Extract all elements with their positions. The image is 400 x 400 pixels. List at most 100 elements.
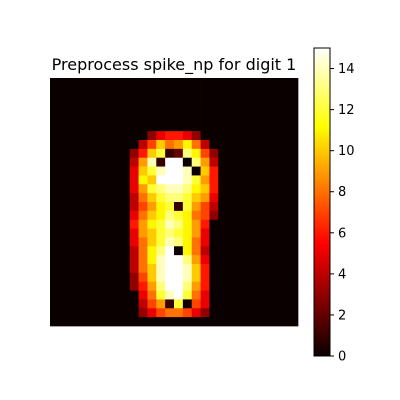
heatmap-cell	[130, 220, 139, 229]
heatmap-cell	[201, 184, 210, 193]
heatmap-cell	[139, 229, 148, 238]
heatmap-cell	[112, 229, 121, 238]
heatmap-cell	[192, 317, 201, 326]
heatmap-cell	[77, 87, 86, 96]
heatmap-cell	[77, 255, 86, 264]
heatmap-cell	[263, 299, 272, 308]
heatmap-cell	[165, 211, 174, 220]
heatmap-cell	[85, 193, 94, 202]
heatmap-cell	[263, 122, 272, 131]
heatmap-cell	[68, 211, 77, 220]
heatmap-cell	[183, 220, 192, 229]
heatmap-cell	[112, 237, 121, 246]
heatmap-cell	[147, 175, 156, 184]
heatmap-cell	[85, 167, 94, 176]
heatmap-cell	[263, 113, 272, 122]
heatmap-cell	[59, 220, 68, 229]
heatmap-cell	[121, 96, 130, 105]
heatmap-cell	[280, 131, 289, 140]
colorbar-tick-label: 14	[338, 62, 355, 77]
heatmap-cell	[263, 308, 272, 317]
heatmap-cell	[289, 167, 298, 176]
heatmap-cell	[289, 149, 298, 158]
heatmap-cell	[121, 237, 130, 246]
heatmap-cell	[245, 229, 254, 238]
heatmap-cell	[201, 237, 210, 246]
heatmap-cell	[201, 113, 210, 122]
heatmap-cell	[263, 264, 272, 273]
heatmap-cell	[156, 87, 165, 96]
heatmap-cell	[271, 96, 280, 105]
heatmap-cell	[130, 122, 139, 131]
heatmap-cell	[121, 78, 130, 87]
heatmap-cell	[139, 308, 148, 317]
heatmap-cell	[280, 140, 289, 149]
heatmap-cell	[103, 317, 112, 326]
heatmap-cell	[245, 149, 254, 158]
heatmap-cell	[254, 131, 263, 140]
heatmap-cell	[227, 211, 236, 220]
heatmap-cell	[227, 149, 236, 158]
heatmap-cell	[271, 229, 280, 238]
heatmap-cell	[103, 87, 112, 96]
heatmap-cell	[156, 175, 165, 184]
heatmap-cell	[280, 96, 289, 105]
heatmap-cell	[209, 273, 218, 282]
heatmap-cell	[192, 246, 201, 255]
heatmap-cell	[165, 122, 174, 131]
heatmap-cell	[209, 184, 218, 193]
heatmap-cell	[280, 158, 289, 167]
heatmap-cell	[271, 158, 280, 167]
heatmap-cell	[183, 237, 192, 246]
heatmap-cell	[254, 122, 263, 131]
heatmap-cell	[218, 105, 227, 114]
heatmap-cell	[192, 273, 201, 282]
heatmap-cell	[218, 78, 227, 87]
heatmap-cell	[192, 167, 201, 176]
heatmap-cell	[245, 158, 254, 167]
heatmap-cell	[289, 184, 298, 193]
heatmap-cell	[147, 317, 156, 326]
heatmap-cell	[254, 140, 263, 149]
heatmap-cell	[209, 193, 218, 202]
heatmap-cell	[50, 78, 59, 87]
heatmap-cell	[156, 264, 165, 273]
heatmap-cell	[289, 229, 298, 238]
heatmap-cell	[263, 87, 272, 96]
heatmap-cell	[174, 308, 183, 317]
heatmap-cell	[165, 96, 174, 105]
heatmap-cell	[139, 255, 148, 264]
heatmap-cell	[85, 237, 94, 246]
heatmap-cell	[192, 105, 201, 114]
heatmap-cell	[59, 299, 68, 308]
heatmap-cell	[77, 105, 86, 114]
heatmap-cell	[94, 113, 103, 122]
heatmap-cell	[94, 237, 103, 246]
heatmap-cell	[245, 78, 254, 87]
heatmap-cell	[59, 105, 68, 114]
heatmap-cell	[289, 175, 298, 184]
heatmap-cell	[103, 184, 112, 193]
heatmap-cell	[94, 122, 103, 131]
heatmap-cell	[94, 220, 103, 229]
heatmap-cell	[85, 255, 94, 264]
heatmap-cell	[271, 299, 280, 308]
heatmap-cell	[156, 211, 165, 220]
heatmap-cell	[112, 131, 121, 140]
heatmap-cell	[280, 193, 289, 202]
heatmap-cell	[209, 299, 218, 308]
heatmap-cell	[121, 299, 130, 308]
heatmap-cell	[130, 291, 139, 300]
heatmap-cell	[103, 273, 112, 282]
heatmap-cell	[271, 105, 280, 114]
heatmap-cell	[112, 122, 121, 131]
heatmap-cell	[245, 220, 254, 229]
heatmap-cell	[209, 264, 218, 273]
heatmap-cell	[94, 78, 103, 87]
heatmap-cell	[227, 113, 236, 122]
heatmap-cell	[85, 184, 94, 193]
heatmap-cell	[280, 299, 289, 308]
heatmap-cell	[68, 264, 77, 273]
heatmap-cell	[280, 184, 289, 193]
